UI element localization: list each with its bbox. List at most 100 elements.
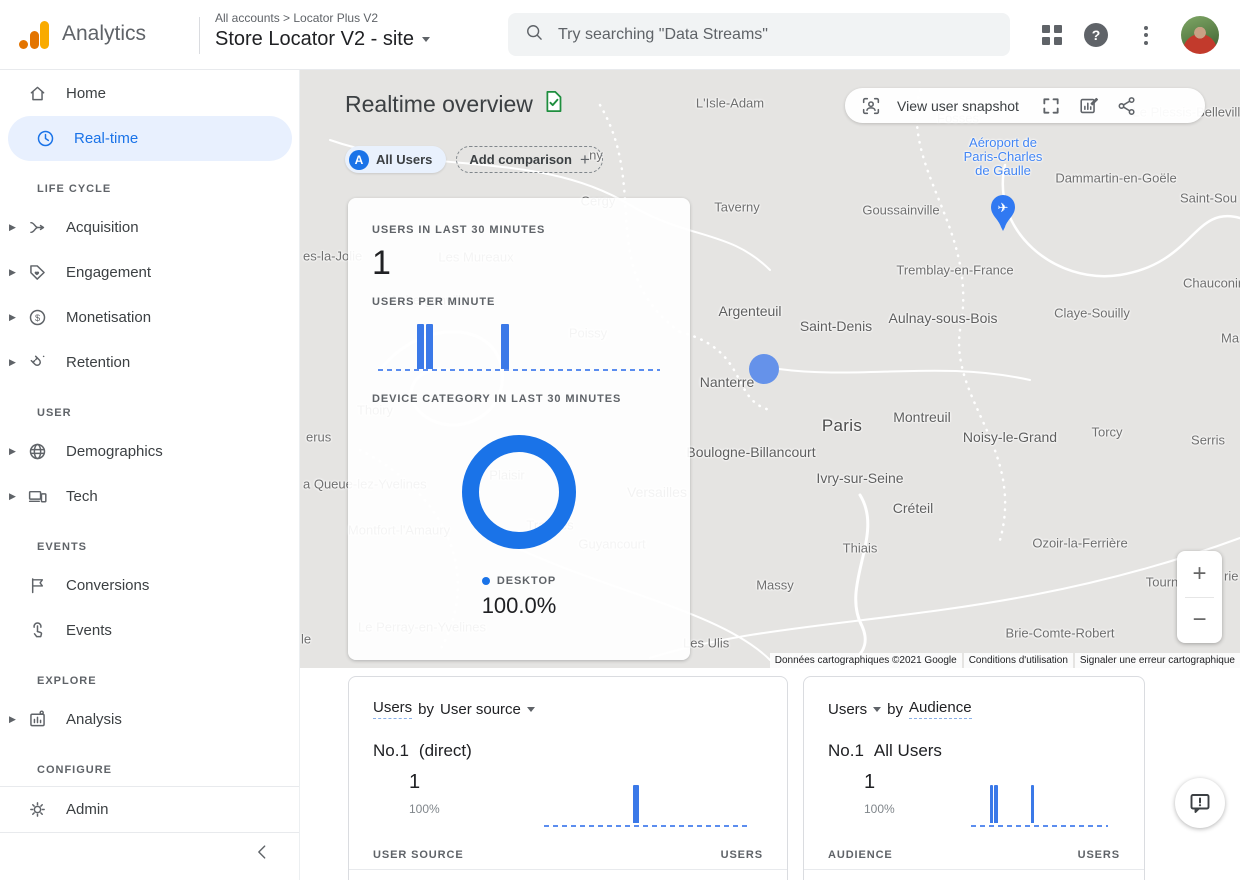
section-events: EVENTS xyxy=(37,541,88,553)
map-label: Paris xyxy=(821,416,863,435)
fullscreen-button[interactable] xyxy=(1039,94,1063,118)
sidebar-item-admin[interactable]: Admin xyxy=(0,787,299,832)
map-label: Noisy-le-Grand xyxy=(962,429,1058,445)
clock-icon xyxy=(34,128,56,150)
data-quality-badge-icon[interactable] xyxy=(543,90,564,118)
user-snapshot-icon xyxy=(859,94,883,118)
map-label: Dammartin-en-Goële xyxy=(1055,170,1177,186)
map-label: Serris xyxy=(1191,432,1225,448)
collapse-sidebar-button[interactable] xyxy=(253,842,273,867)
section-life-cycle: LIFE CYCLE xyxy=(37,183,112,195)
sidebar-item-retention[interactable]: ▶ Retention xyxy=(0,340,299,385)
card-divider xyxy=(804,869,1144,870)
map-label: Thiais xyxy=(842,540,878,556)
dimension-selector[interactable]: Audience xyxy=(909,699,972,719)
sidebar-item-events[interactable]: Events xyxy=(0,608,299,653)
map-label: Boulogne-Billancourt xyxy=(686,444,816,460)
top-rank-row: No.1 All Users xyxy=(828,741,942,760)
svg-text:✈: ✈ xyxy=(998,200,1009,215)
search-bar[interactable] xyxy=(508,13,1010,56)
card-title: Users by User source xyxy=(373,699,535,719)
dimension-selector[interactable]: User source xyxy=(440,700,521,718)
report-error-link[interactable]: Signaler une erreur cartographique xyxy=(1074,653,1240,668)
devices-icon xyxy=(26,486,48,508)
metric-value: 1 xyxy=(409,771,421,793)
users-30min-value: 1 xyxy=(372,244,391,282)
help-icon: ? xyxy=(1084,23,1108,47)
feedback-button[interactable] xyxy=(1175,778,1225,828)
zoom-divider xyxy=(1185,596,1214,598)
search-input[interactable] xyxy=(558,25,994,44)
map-label: Les Ulis xyxy=(683,635,730,651)
help-button[interactable]: ? xyxy=(1084,23,1108,47)
top-rank-row: No.1 (direct) xyxy=(373,741,472,760)
three-dots-icon xyxy=(1144,25,1148,45)
expand-arrow-icon: ▶ xyxy=(9,267,16,277)
user-avatar[interactable] xyxy=(1181,16,1219,54)
zoom-in-button[interactable]: + xyxy=(1192,559,1207,587)
share-button[interactable] xyxy=(1115,94,1139,118)
users-per-minute-chart[interactable] xyxy=(378,324,660,369)
sidebar-item-tech[interactable]: ▶ Tech xyxy=(0,474,299,519)
chevron-down-icon[interactable] xyxy=(873,706,882,712)
search-icon xyxy=(524,22,544,47)
analytics-logo-icon xyxy=(18,18,52,52)
sidebar-divider xyxy=(0,832,299,833)
metric-percent: 100% xyxy=(864,802,895,816)
dollar-circle-icon: $ xyxy=(26,307,48,329)
breadcrumb: All accounts > Locator Plus V2 xyxy=(215,11,379,25)
sidebar-item-conversions[interactable]: Conversions xyxy=(0,563,299,608)
touch-icon xyxy=(26,620,48,642)
column-header-left: USER SOURCE xyxy=(373,849,464,861)
apps-grid-button[interactable] xyxy=(1040,23,1064,47)
all-users-comparison-chip[interactable]: A All Users xyxy=(345,146,447,173)
metric-value-block: 1 100% xyxy=(409,771,440,816)
brand-name: Analytics xyxy=(62,22,147,45)
view-user-snapshot-button[interactable]: View user snapshot xyxy=(897,97,1019,114)
users-30min-label: USERS IN LAST 30 MINUTES xyxy=(372,224,546,236)
source-sparkline-chart[interactable] xyxy=(544,785,749,823)
more-options-button[interactable] xyxy=(1134,23,1158,47)
map-label: Argenteuil xyxy=(718,303,782,319)
metric-selector[interactable]: Users xyxy=(828,700,868,718)
account-property-switcher[interactable]: All accounts > Locator Plus V2 Store Loc… xyxy=(215,11,430,51)
device-category-donut-chart[interactable] xyxy=(462,435,576,549)
analytics-logo[interactable]: Analytics xyxy=(18,16,188,54)
metric-value: 1 xyxy=(864,771,876,793)
zoom-out-button[interactable]: − xyxy=(1192,606,1207,634)
terms-link[interactable]: Conditions d'utilisation xyxy=(963,653,1073,668)
map-data-credit: Données cartographiques ©2021 Google xyxy=(769,653,962,668)
map-label: L'Isle-Adam xyxy=(695,95,765,111)
map-canvas[interactable]: L'Isle-AdamFossesLe Plessis-BellevilleTa… xyxy=(300,70,1240,668)
active-user-dot xyxy=(749,354,779,384)
airport-pin-icon: ✈ xyxy=(990,194,1016,237)
metric-selector[interactable]: Users xyxy=(373,699,413,719)
map-label: Goussainville xyxy=(862,202,940,218)
metric-value-block: 1 100% xyxy=(864,771,895,816)
magnet-icon xyxy=(26,352,48,374)
device-legend-label: DESKTOP xyxy=(496,575,557,587)
chevron-down-icon[interactable] xyxy=(526,706,535,712)
fullscreen-icon xyxy=(1043,97,1059,114)
share-icon xyxy=(1118,96,1135,115)
sidebar-item-home[interactable]: Home xyxy=(0,71,299,116)
sidebar-item-analysis[interactable]: ▶ Analysis xyxy=(0,697,299,742)
sidebar-item-demographics[interactable]: ▶ Demographics xyxy=(0,429,299,474)
map-actions-toolbar: View user snapshot xyxy=(845,88,1205,123)
comparison-badge: A xyxy=(349,149,369,170)
map-label: erus xyxy=(306,429,332,445)
customise-report-button[interactable] xyxy=(1077,94,1101,118)
sidebar-item-acquisition[interactable]: ▶ Acquisition xyxy=(0,205,299,250)
sidebar-item-realtime[interactable]: Real-time xyxy=(8,116,292,161)
device-category-label: DEVICE CATEGORY IN LAST 30 MINUTES xyxy=(372,393,622,405)
add-comparison-chip[interactable]: Add comparison + xyxy=(456,146,603,173)
sidebar-item-monetisation[interactable]: ▶ $ Monetisation xyxy=(0,295,299,340)
audience-sparkline-chart[interactable] xyxy=(971,785,1108,823)
acquisition-icon xyxy=(26,217,48,239)
chart-baseline xyxy=(544,825,749,827)
metric-percent: 100% xyxy=(409,802,440,816)
sidebar-item-engagement[interactable]: ▶ Engagement xyxy=(0,250,299,295)
realtime-metrics-panel: USERS IN LAST 30 MINUTES 1 USERS PER MIN… xyxy=(348,198,690,660)
legend-dot-icon xyxy=(481,577,490,585)
